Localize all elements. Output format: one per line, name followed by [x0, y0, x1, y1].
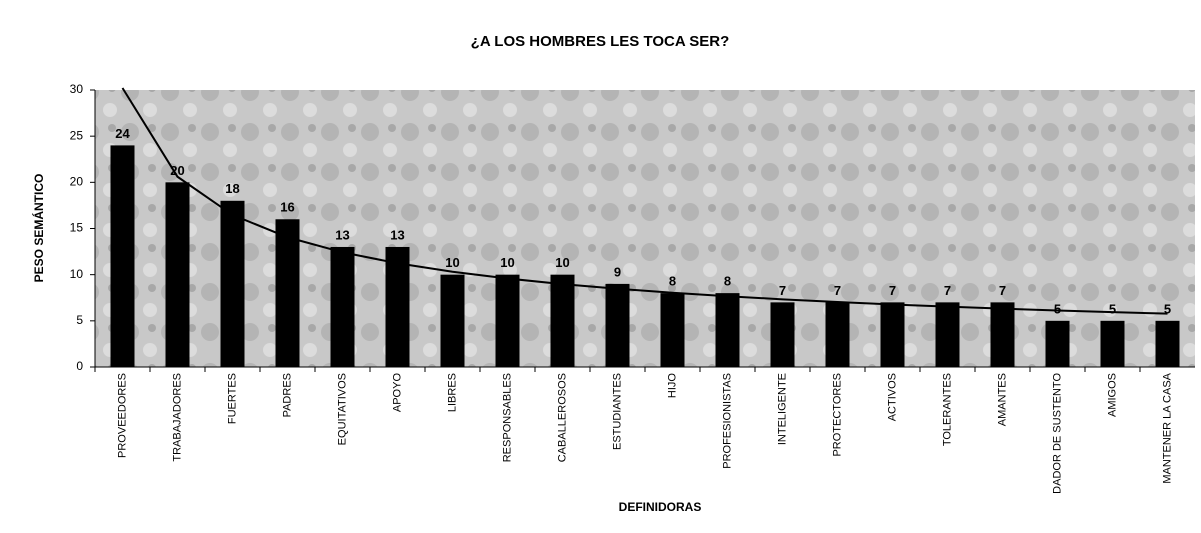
x-tick-label: PADRES: [281, 373, 293, 417]
bar: [495, 274, 520, 367]
bar: [770, 302, 795, 367]
bar: [550, 274, 575, 367]
x-axis-label: DEFINIDORAS: [619, 500, 702, 514]
data-label: 10: [555, 255, 569, 270]
bar: [165, 182, 190, 367]
data-label: 16: [280, 200, 294, 215]
x-tick-label: DADOR DE SUSTENTO: [1051, 373, 1063, 494]
bar: [1155, 320, 1180, 367]
data-label: 7: [834, 283, 841, 298]
data-label: 13: [335, 227, 349, 242]
y-tick-label: 30: [70, 82, 84, 96]
bar: [825, 302, 850, 367]
x-tick-label: HIJO: [666, 373, 678, 399]
bar: [330, 246, 355, 367]
x-tick-label: APOYO: [391, 373, 403, 413]
plot-background: [95, 90, 1195, 367]
bar: [385, 246, 410, 367]
bar: [605, 283, 630, 367]
x-tick-label: PROFESIONISTAS: [721, 373, 733, 469]
x-tick-label: AMIGOS: [1106, 373, 1118, 417]
data-label: 24: [115, 126, 130, 141]
x-tick-label: MANTENER LA CASA: [1161, 372, 1173, 483]
data-label: 10: [445, 255, 459, 270]
bar: [990, 302, 1015, 367]
data-label: 18: [225, 181, 239, 196]
data-label: 8: [669, 274, 676, 289]
data-label: 7: [889, 283, 896, 298]
x-tick-label: EQUITATIVOS: [336, 373, 348, 445]
y-axis-label: PESO SEMÁNTICO: [31, 174, 46, 283]
y-tick-label: 15: [70, 221, 84, 235]
data-label: 7: [779, 283, 786, 298]
bar: [880, 302, 905, 367]
bar: [440, 274, 465, 367]
bar: [1100, 320, 1125, 367]
data-label: 8: [724, 274, 731, 289]
x-tick-label: FUERTES: [226, 373, 238, 424]
x-tick-label: INTELIGENTE: [776, 373, 788, 445]
data-label: 10: [500, 255, 514, 270]
bar: [1045, 320, 1070, 367]
bar: [715, 293, 740, 367]
data-label: 5: [1164, 301, 1171, 316]
x-tick-label: LIBRES: [446, 373, 458, 412]
bar: [275, 219, 300, 367]
x-tick-label: ESTUDIANTES: [611, 373, 623, 450]
chart-title: ¿A LOS HOMBRES LES TOCA SER?: [471, 33, 730, 50]
x-tick-label: AMANTES: [996, 373, 1008, 426]
x-tick-label: PROTECTORES: [831, 373, 843, 457]
data-label: 7: [944, 283, 951, 298]
y-tick-label: 25: [70, 128, 84, 142]
x-tick-label: TRABAJADORES: [171, 373, 183, 462]
data-label: 9: [614, 264, 621, 279]
x-tick-label: ACTIVOS: [886, 373, 898, 421]
x-tick-label: TOLERANTES: [941, 373, 953, 446]
y-tick-label: 10: [70, 267, 84, 281]
x-tick-label: PROVEEDORES: [116, 373, 128, 458]
data-label: 7: [999, 283, 1006, 298]
x-tick-label: CABALLEROSOS: [556, 373, 568, 462]
bar: [110, 145, 135, 367]
bar: [660, 293, 685, 367]
data-label: 13: [390, 227, 404, 242]
trend-line: [121, 87, 1168, 315]
data-label: 5: [1109, 301, 1116, 316]
bar: [935, 302, 960, 367]
y-tick-label: 5: [76, 313, 83, 327]
data-label: 5: [1054, 301, 1061, 316]
data-label: 20: [170, 163, 184, 178]
y-tick-label: 0: [76, 359, 83, 373]
y-tick-label: 20: [70, 175, 84, 189]
bar: [220, 200, 245, 367]
x-tick-label: RESPONSABLES: [501, 373, 513, 462]
